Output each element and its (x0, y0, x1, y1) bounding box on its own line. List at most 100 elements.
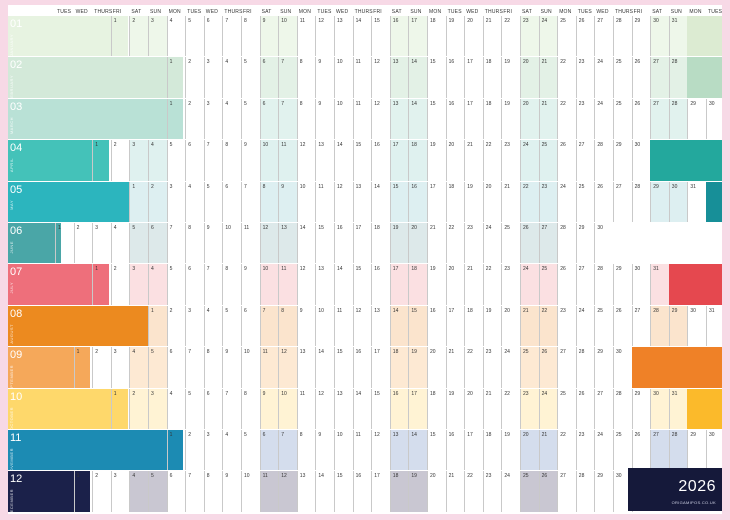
day-cell[interactable]: 29 (594, 347, 614, 388)
day-cell[interactable]: 26 (557, 264, 577, 305)
day-cell[interactable]: 19 (482, 305, 503, 347)
day-cell[interactable]: 28 (668, 98, 689, 140)
day-cell[interactable]: 11 (296, 16, 317, 57)
day-cell[interactable]: 28 (668, 430, 689, 471)
day-cell[interactable]: 24 (482, 223, 503, 264)
day-cell[interactable]: 28 (650, 305, 670, 347)
day-cell[interactable]: 6 (259, 430, 280, 471)
day-cell[interactable]: 4 (129, 471, 149, 512)
day-cell[interactable]: 30 (687, 305, 707, 347)
day-cell[interactable]: 3 (166, 181, 187, 222)
day-cell[interactable]: 29 (613, 264, 633, 305)
day-cell[interactable]: 3 (185, 305, 205, 347)
day-cell[interactable]: 26 (613, 305, 633, 347)
day-cell[interactable]: 21 (464, 140, 484, 181)
day-cell[interactable]: 31 (650, 264, 670, 305)
day-cell[interactable]: 10 (334, 57, 354, 98)
day-cell[interactable]: 5 (222, 305, 242, 347)
day-cell[interactable]: 14 (352, 16, 373, 57)
day-cell[interactable]: 8 (222, 264, 242, 305)
day-cell[interactable]: 19 (427, 140, 447, 181)
day-cell[interactable]: 23 (501, 264, 521, 305)
day-cell[interactable]: 16 (352, 471, 373, 512)
day-cell[interactable]: 16 (445, 98, 466, 140)
day-cell[interactable]: 22 (501, 16, 521, 57)
day-cell[interactable]: 17 (389, 264, 410, 305)
day-cell[interactable]: 15 (389, 181, 410, 222)
day-cell[interactable]: 25 (538, 140, 559, 181)
day-cell[interactable]: 2 (148, 181, 168, 222)
day-cell[interactable]: 27 (557, 471, 577, 512)
day-cell[interactable]: 24 (520, 264, 540, 305)
day-cell[interactable]: 16 (445, 430, 466, 471)
day-cell[interactable]: 24 (501, 347, 521, 388)
day-cell[interactable]: 14 (371, 181, 391, 222)
day-cell[interactable]: 1 (166, 98, 187, 140)
day-cell[interactable]: 13 (334, 388, 354, 429)
day-cell[interactable]: 26 (538, 347, 559, 388)
day-cell[interactable]: 6 (185, 264, 205, 305)
day-cell[interactable]: 2 (73, 223, 94, 264)
day-cell[interactable]: 13 (389, 98, 410, 140)
day-cell[interactable]: 30 (631, 140, 652, 181)
day-cell[interactable]: 7 (278, 430, 298, 471)
day-cell[interactable]: 6 (203, 388, 224, 429)
day-cell[interactable]: 5 (129, 223, 149, 264)
day-cell[interactable]: 8 (222, 140, 242, 181)
day-cell[interactable]: 14 (389, 305, 410, 347)
day-cell[interactable]: 26 (575, 16, 596, 57)
day-cell[interactable]: 22 (482, 140, 503, 181)
day-cell[interactable]: 2 (185, 430, 205, 471)
day-cell[interactable]: 21 (538, 98, 559, 140)
day-cell[interactable]: 4 (222, 57, 242, 98)
day-cell[interactable]: 28 (575, 347, 596, 388)
day-cell[interactable]: 15 (427, 57, 447, 98)
day-cell[interactable]: 27 (557, 347, 577, 388)
day-cell[interactable]: 23 (482, 471, 503, 512)
day-cell[interactable]: 21 (482, 388, 503, 429)
day-cell[interactable]: 22 (557, 430, 577, 471)
day-cell[interactable]: 13 (278, 223, 298, 264)
day-cell[interactable]: 8 (203, 347, 224, 388)
day-cell[interactable]: 10 (241, 347, 261, 388)
day-cell[interactable]: 9 (296, 305, 317, 347)
day-cell[interactable]: 17 (371, 347, 391, 388)
day-cell[interactable]: 10 (278, 388, 298, 429)
day-cell[interactable]: 26 (594, 181, 614, 222)
day-cell[interactable]: 1 (110, 16, 131, 57)
day-cell[interactable]: 14 (408, 57, 428, 98)
day-cell[interactable]: 3 (203, 430, 224, 471)
day-cell[interactable]: 6 (166, 471, 187, 512)
day-cell[interactable]: 23 (464, 223, 484, 264)
day-cell[interactable]: 11 (278, 264, 298, 305)
day-cell[interactable]: 1 (92, 264, 112, 305)
day-cell[interactable]: 31 (668, 16, 689, 57)
day-cell[interactable]: 4 (166, 16, 187, 57)
day-cell[interactable]: 28 (575, 471, 596, 512)
day-cell[interactable]: 25 (538, 264, 559, 305)
day-cell[interactable]: 22 (520, 181, 540, 222)
day-cell[interactable]: 24 (557, 181, 577, 222)
day-cell[interactable]: 14 (296, 223, 317, 264)
day-cell[interactable]: 20 (520, 57, 540, 98)
day-cell[interactable]: 21 (445, 347, 466, 388)
day-cell[interactable]: 10 (259, 264, 280, 305)
day-cell[interactable]: 31 (706, 305, 722, 347)
day-cell[interactable]: 18 (389, 347, 410, 388)
day-cell[interactable]: 15 (408, 305, 428, 347)
day-cell[interactable]: 8 (185, 223, 205, 264)
day-cell[interactable]: 10 (296, 181, 317, 222)
day-cell[interactable]: 10 (241, 471, 261, 512)
day-cell[interactable]: 19 (501, 98, 521, 140)
day-cell[interactable]: 8 (296, 57, 317, 98)
day-cell[interactable]: 9 (315, 430, 335, 471)
day-cell[interactable]: 27 (650, 57, 670, 98)
day-cell[interactable]: 24 (594, 98, 614, 140)
day-cell[interactable]: 1 (148, 305, 168, 347)
day-cell[interactable]: 30 (613, 471, 633, 512)
day-cell[interactable]: 5 (241, 98, 261, 140)
day-cell[interactable]: 15 (352, 264, 373, 305)
day-cell[interactable]: 26 (538, 471, 559, 512)
day-cell[interactable]: 19 (501, 430, 521, 471)
day-cell[interactable]: 19 (427, 264, 447, 305)
